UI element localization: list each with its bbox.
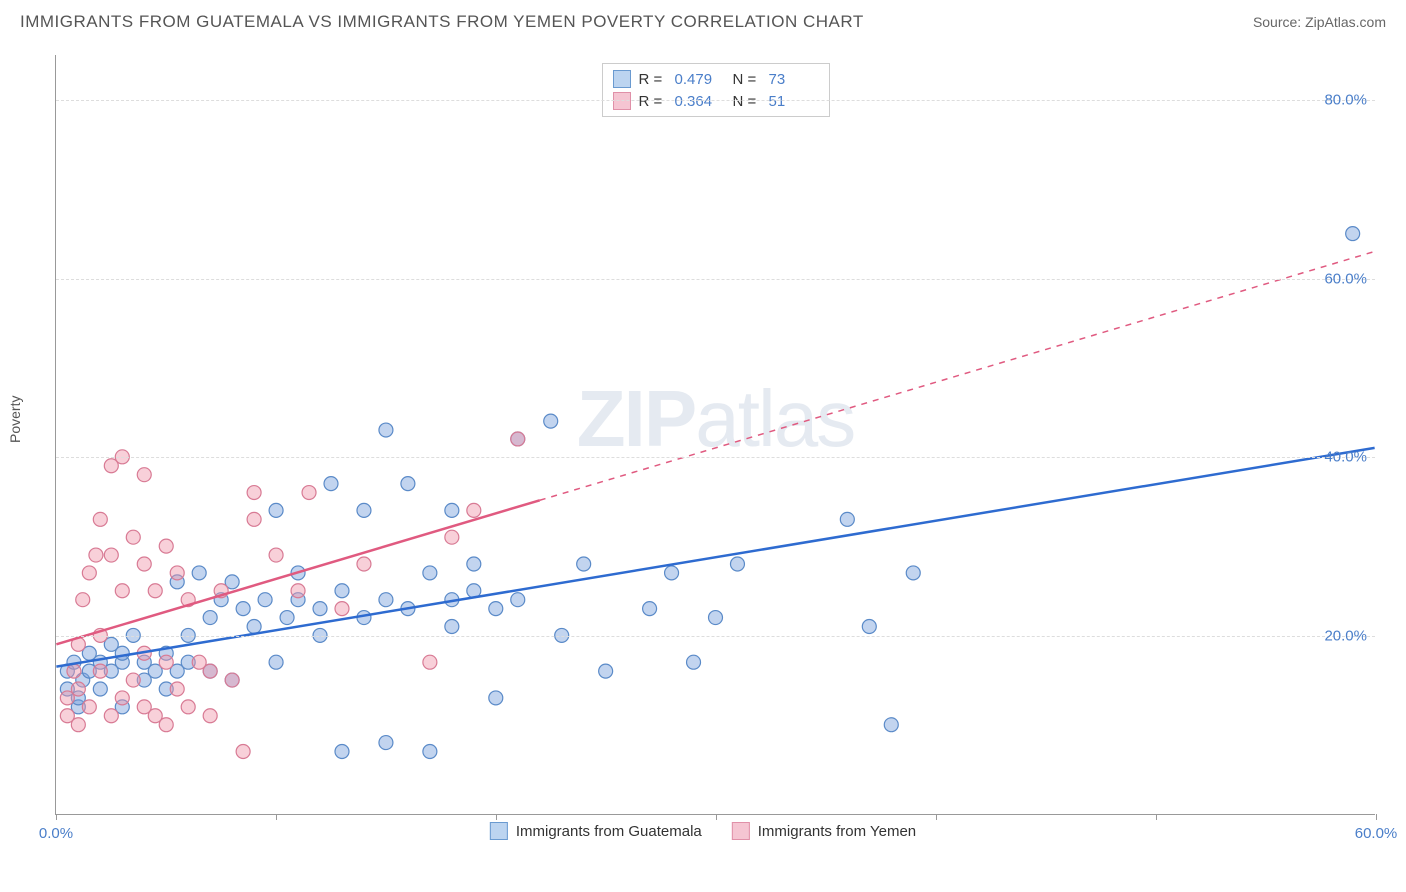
r-label: R =: [639, 93, 667, 110]
swatch-guatemala: [613, 70, 631, 88]
chart-container: Poverty ZIPatlas R = 0.479 N = 73 R = 0.…: [20, 45, 1386, 845]
swatch-yemen: [613, 92, 631, 110]
legend-label-guatemala: Immigrants from Guatemala: [516, 823, 702, 840]
n-value-yemen: 51: [769, 93, 819, 110]
r-value-yemen: 0.364: [675, 93, 725, 110]
plot-area: ZIPatlas R = 0.479 N = 73 R = 0.364 N = …: [55, 55, 1375, 815]
y-axis-label: Poverty: [7, 396, 23, 443]
legend-item-yemen: Immigrants from Yemen: [732, 822, 916, 840]
ytick-label: 40.0%: [1324, 449, 1367, 466]
swatch-guatemala-icon: [490, 822, 508, 840]
r-label: R =: [639, 71, 667, 88]
ytick-label: 80.0%: [1324, 91, 1367, 108]
source-label: Source:: [1253, 14, 1301, 30]
xtick-label: 0.0%: [39, 825, 73, 842]
legend-label-yemen: Immigrants from Yemen: [758, 823, 916, 840]
ytick-label: 60.0%: [1324, 270, 1367, 287]
chart-header: IMMIGRANTS FROM GUATEMALA VS IMMIGRANTS …: [0, 0, 1406, 40]
ytick-label: 20.0%: [1324, 628, 1367, 645]
watermark-text: ZIPatlas: [577, 373, 854, 465]
legend-row-yemen: R = 0.364 N = 51: [613, 90, 819, 112]
correlation-legend: R = 0.479 N = 73 R = 0.364 N = 51: [602, 63, 830, 117]
n-label: N =: [733, 93, 761, 110]
chart-svg: [56, 55, 1375, 814]
r-value-guatemala: 0.479: [675, 71, 725, 88]
swatch-yemen-icon: [732, 822, 750, 840]
chart-title: IMMIGRANTS FROM GUATEMALA VS IMMIGRANTS …: [20, 12, 864, 32]
chart-source: Source: ZipAtlas.com: [1253, 14, 1386, 30]
n-value-guatemala: 73: [769, 71, 819, 88]
legend-row-guatemala: R = 0.479 N = 73: [613, 68, 819, 90]
xtick-label: 60.0%: [1355, 825, 1398, 842]
legend-item-guatemala: Immigrants from Guatemala: [490, 822, 702, 840]
n-label: N =: [733, 71, 761, 88]
source-value: ZipAtlas.com: [1305, 14, 1386, 30]
series-legend: Immigrants from Guatemala Immigrants fro…: [490, 822, 916, 840]
